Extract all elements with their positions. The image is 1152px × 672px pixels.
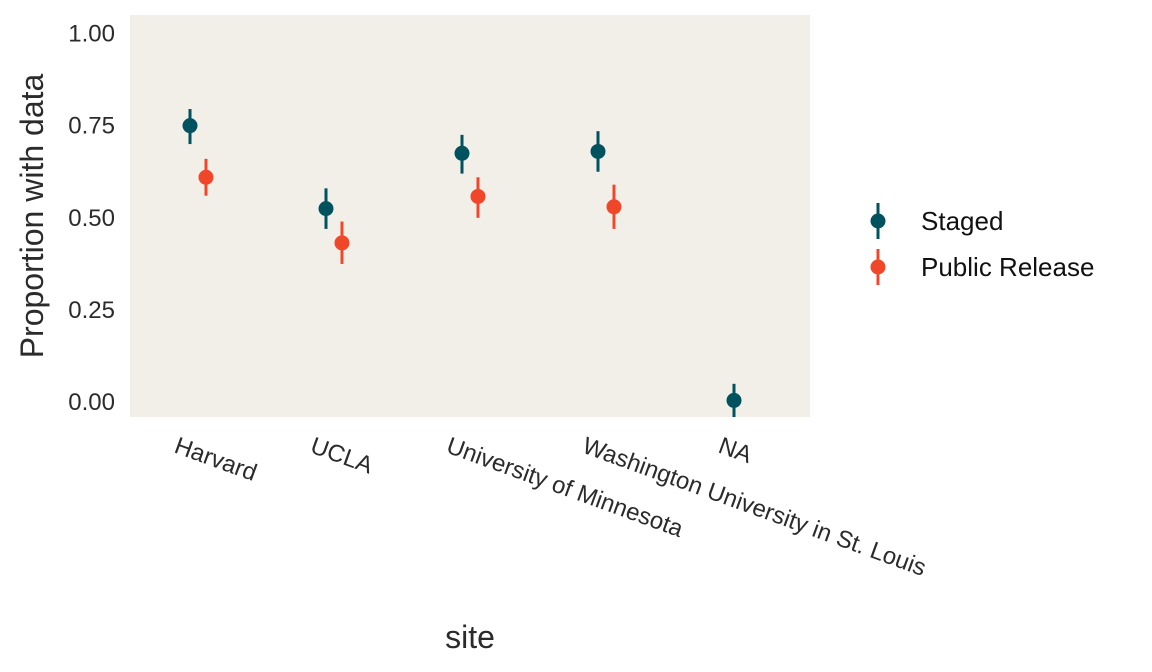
legend-key-point [870, 259, 886, 275]
legend: Staged Public Release [870, 203, 1094, 285]
legend-label: Staged [921, 206, 1003, 236]
data-point [198, 169, 214, 185]
data-point [606, 199, 622, 215]
y-tick-label: 0.25 [68, 297, 115, 324]
x-tick-label: NA [715, 432, 756, 469]
data-point [590, 143, 606, 159]
data-points [182, 109, 742, 417]
y-axis: 0.00 0.25 0.50 0.75 1.00 [68, 20, 115, 416]
y-tick-label: 0.00 [68, 389, 115, 416]
legend-key-point [870, 213, 886, 229]
y-tick-label: 0.75 [68, 113, 115, 140]
data-point [454, 145, 470, 161]
data-point [726, 392, 742, 408]
plot-panel [130, 15, 810, 417]
data-point [470, 188, 486, 204]
y-tick-label: 0.50 [68, 205, 115, 232]
y-tick-label: 1.00 [68, 20, 115, 47]
x-tick-label: UCLA [307, 432, 376, 479]
x-tick-label: University of Minnesota [443, 432, 687, 543]
data-point [318, 201, 334, 217]
legend-label: Public Release [921, 252, 1094, 282]
x-tick-label: Harvard [171, 432, 260, 487]
x-axis-title: site [445, 619, 495, 655]
x-axis: Harvard UCLA University of MinnesotaWashin… [171, 432, 930, 582]
data-point [182, 118, 198, 134]
y-axis-title: Proportion with data [14, 73, 50, 358]
data-point [334, 235, 350, 251]
